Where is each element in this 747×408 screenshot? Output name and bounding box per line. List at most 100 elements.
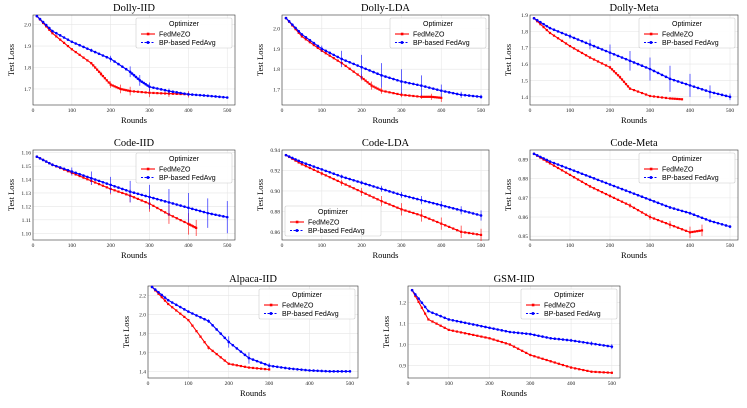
marker-square <box>297 161 300 164</box>
marker-square <box>584 54 588 57</box>
marker-circle <box>568 167 572 171</box>
marker-circle <box>384 188 387 192</box>
marker-circle <box>312 41 316 45</box>
marker-square <box>492 338 495 341</box>
marker-square <box>400 208 403 211</box>
marker-circle <box>549 336 552 340</box>
marker-square <box>542 26 545 29</box>
marker-circle <box>443 316 446 320</box>
y-tick-label: 2.2 <box>139 293 146 299</box>
marker-circle <box>392 191 395 194</box>
marker-circle <box>101 180 105 184</box>
marker-square <box>640 91 644 95</box>
marker-square <box>460 230 463 233</box>
x-tick-label: 200 <box>107 108 116 114</box>
marker-circle <box>93 50 97 54</box>
marker-circle <box>124 188 128 192</box>
marker-square <box>447 328 450 332</box>
x-tick-label: 200 <box>485 381 494 387</box>
y-tick-label: 1.0 <box>399 343 406 349</box>
marker-circle <box>537 334 540 338</box>
legend-marker <box>649 176 653 179</box>
marker-circle <box>424 199 427 203</box>
x-tick-label: 100 <box>318 108 327 114</box>
legend-box <box>520 288 618 320</box>
marker-circle <box>308 38 312 42</box>
legend-label-fedmezo: FedMeZO <box>308 219 340 226</box>
x-tick-label: 500 <box>477 108 486 114</box>
marker-circle <box>684 82 688 86</box>
marker-square <box>94 66 97 69</box>
x-tick-label: 100 <box>318 243 327 249</box>
marker-circle <box>652 69 656 73</box>
marker-circle <box>577 340 581 343</box>
marker-circle <box>183 308 186 311</box>
marker-square <box>94 181 97 184</box>
marker-circle <box>187 92 190 96</box>
marker-square <box>664 222 668 225</box>
marker-square <box>545 28 548 32</box>
marker-square <box>456 229 459 232</box>
marker-circle <box>372 185 375 188</box>
marker-circle <box>467 322 471 325</box>
marker-circle <box>183 205 186 208</box>
marker-square <box>508 343 512 346</box>
marker-square <box>404 209 407 212</box>
marker-square <box>545 160 548 163</box>
marker-circle <box>336 370 340 373</box>
marker-circle <box>136 77 140 80</box>
marker-square <box>113 85 116 88</box>
marker-square <box>372 85 375 88</box>
marker-circle <box>616 186 620 189</box>
x-axis-label: Rounds <box>621 115 647 125</box>
marker-square <box>660 96 664 99</box>
marker-circle <box>297 29 301 33</box>
marker-circle <box>664 75 668 79</box>
marker-circle <box>166 298 170 302</box>
marker-circle <box>304 162 308 166</box>
marker-circle <box>476 324 479 327</box>
marker-circle <box>86 175 89 179</box>
plot-frame <box>147 285 359 379</box>
marker-circle <box>82 174 85 177</box>
marker-circle <box>259 361 263 364</box>
marker-circle <box>592 177 596 180</box>
marker-circle <box>348 370 352 373</box>
marker-circle <box>604 49 608 53</box>
marker-square <box>432 219 435 222</box>
marker-circle <box>553 337 557 340</box>
marker-circle <box>716 92 720 96</box>
x-tick-label: 400 <box>567 381 576 387</box>
marker-circle <box>324 369 327 373</box>
marker-circle <box>195 314 198 317</box>
marker-circle <box>109 57 112 61</box>
marker-circle <box>159 88 163 91</box>
legend: Optimizer FedMeZO BP-based FedAvg <box>389 17 487 49</box>
marker-circle <box>388 76 391 80</box>
marker-circle <box>324 49 328 53</box>
y-tick-label: 1.9 <box>24 44 31 50</box>
marker-square <box>300 163 304 166</box>
marker-square <box>74 173 77 176</box>
marker-circle <box>152 86 155 89</box>
legend-box <box>638 17 736 49</box>
marker-square <box>606 371 609 374</box>
marker-circle <box>712 91 716 95</box>
marker-circle <box>340 370 344 373</box>
marker-circle <box>124 67 128 71</box>
marker-circle <box>431 87 435 90</box>
x-tick-label: 400 <box>305 381 314 387</box>
legend-label-fedavg: BP-based FedAvg <box>308 228 365 235</box>
x-axis-label: Rounds <box>501 388 527 398</box>
marker-square <box>156 206 159 210</box>
marker-square <box>183 220 186 224</box>
marker-square <box>297 31 300 34</box>
x-tick-label: 200 <box>225 381 234 387</box>
subplot-alpaca-iid: 0 100 200 300 400 500 1.4 1.6 1.8 2.0 2.2 Alpaca-II… <box>121 274 359 398</box>
marker-circle <box>496 328 499 331</box>
marker-circle <box>348 177 351 181</box>
marker-circle <box>312 369 315 372</box>
marker-square <box>70 48 73 51</box>
marker-circle <box>447 318 451 321</box>
marker-circle <box>471 212 475 215</box>
